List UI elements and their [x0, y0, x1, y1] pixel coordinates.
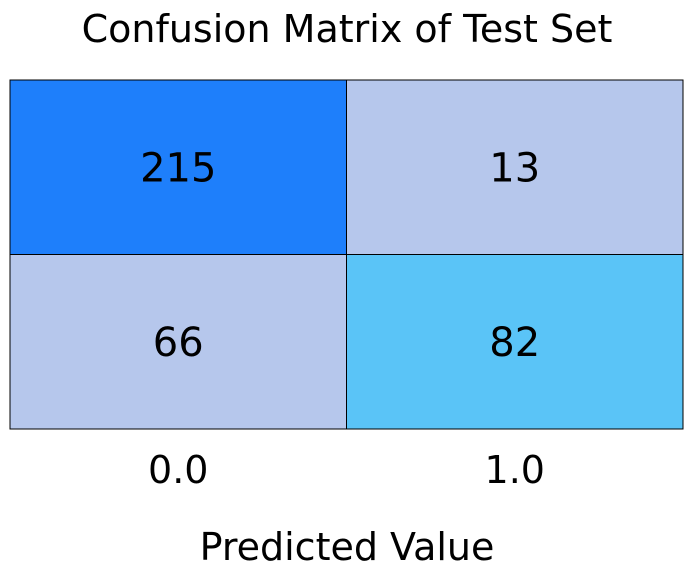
- heatmap-cell-1-0: [9, 254, 347, 430]
- x-tick-labels: 0.0 1.0: [148, 448, 545, 492]
- x-tick-label-1: 1.0: [485, 448, 545, 492]
- heatmap-cell-0-0: [9, 79, 347, 255]
- cell-value-label-0-0: 215: [140, 145, 216, 191]
- x-axis-label: Predicted Value: [200, 525, 495, 568]
- cell-value-label-0-1: 13: [489, 145, 540, 191]
- cell-value-label-1-1: 82: [489, 320, 540, 366]
- heatmap-cell-0-1: [346, 79, 684, 255]
- x-tick-label-0: 0.0: [148, 448, 208, 492]
- heatmap-cell-1-1: [346, 254, 684, 430]
- heatmap-cells: 215 13 66 82: [9, 79, 684, 430]
- cell-value-label-1-0: 66: [153, 320, 204, 366]
- chart-title: Confusion Matrix of Test Set: [82, 7, 613, 51]
